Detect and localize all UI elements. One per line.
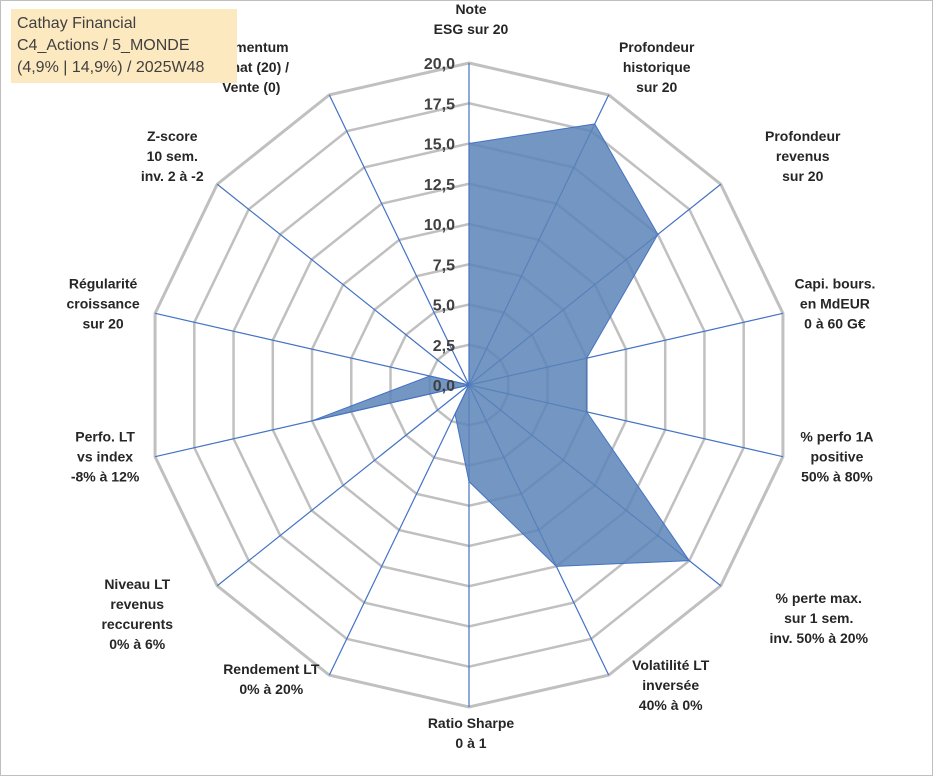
axis-spoke — [328, 94, 470, 386]
tick-label: 0,0 — [433, 378, 455, 395]
axis-label: % perte max. — [776, 590, 862, 606]
radial-tick-labels: 0,0 2,5 5,0 7,5 10,0 12,5 15,0 17,5 20,0 — [424, 56, 455, 395]
axis-label: Niveau LT — [104, 576, 170, 592]
axis-label: sur 20 — [636, 79, 677, 95]
series-area — [311, 123, 691, 567]
axis-label: Z-score — [147, 128, 198, 144]
axis-label: 0% à 20% — [239, 681, 303, 697]
radar-series — [311, 123, 691, 567]
axis-labels: Note ESG sur 20 Profondeur historique sur 20… — [66, 1, 875, 751]
axis-label: revenus — [110, 596, 164, 612]
axis-spoke — [328, 384, 470, 676]
title-category: C4_Actions / 5_MONDE — [17, 37, 190, 54]
tick-label: 10,0 — [424, 217, 455, 234]
axis-label: Profondeur — [619, 39, 695, 55]
tick-label: 7,5 — [433, 257, 455, 274]
axis-label: 0% à 6% — [109, 636, 166, 652]
tick-label: 15,0 — [424, 137, 455, 154]
axis-label: Régularité — [69, 275, 138, 291]
tick-label: 20,0 — [424, 56, 455, 73]
title-period: (4,9% | 14,9%) / 2025W48 — [17, 59, 205, 76]
axis-label: reccurents — [101, 616, 173, 632]
axis-label: Note — [455, 1, 486, 17]
axis-label: Volatilité LT — [632, 657, 710, 673]
axis-label: 10 sem. — [147, 148, 198, 164]
axis-label: % perfo 1A — [800, 429, 873, 445]
axis-label: vs index — [77, 449, 133, 465]
axis-label: inv. 50% à 20% — [769, 630, 868, 646]
tick-label: 17,5 — [424, 96, 455, 113]
axis-label: 0 à 1 — [455, 735, 486, 751]
axis-label: 0 à 60 G€ — [804, 315, 866, 331]
axis-spoke — [216, 384, 470, 587]
axis-label: sur 20 — [782, 168, 823, 184]
axis-label: revenus — [776, 148, 830, 164]
tick-label: 12,5 — [424, 177, 455, 194]
axis-label: Capi. bours. — [794, 275, 875, 291]
axis-label: historique — [623, 59, 691, 75]
tick-label: 5,0 — [433, 298, 455, 315]
axis-label: inv. 2 à -2 — [141, 168, 204, 184]
axis-label: Profondeur — [765, 128, 841, 144]
axis-label: Ratio Sharpe — [428, 715, 515, 731]
axis-label: ESG sur 20 — [434, 21, 509, 37]
axis-spoke — [216, 183, 470, 386]
axis-label: -8% à 12% — [71, 469, 140, 485]
axis-label: Rendement LT — [223, 661, 320, 677]
axis-label: 50% à 80% — [801, 469, 873, 485]
axis-label: inversée — [642, 677, 699, 693]
axis-label: positive — [810, 449, 863, 465]
tick-label: 2,5 — [433, 338, 455, 355]
title-company: Cathay Financial — [17, 15, 137, 32]
axis-label: 40% à 0% — [639, 697, 703, 713]
axis-label: en MdEUR — [800, 295, 870, 311]
chart-title-box: Cathay Financial C4_Actions / 5_MONDE (4… — [11, 9, 237, 83]
axis-spoke — [154, 312, 470, 386]
axis-label: croissance — [66, 295, 139, 311]
axis-label: sur 1 sem. — [784, 610, 853, 626]
axis-label: Perfo. LT — [75, 429, 135, 445]
axis-label: sur 20 — [82, 315, 123, 331]
